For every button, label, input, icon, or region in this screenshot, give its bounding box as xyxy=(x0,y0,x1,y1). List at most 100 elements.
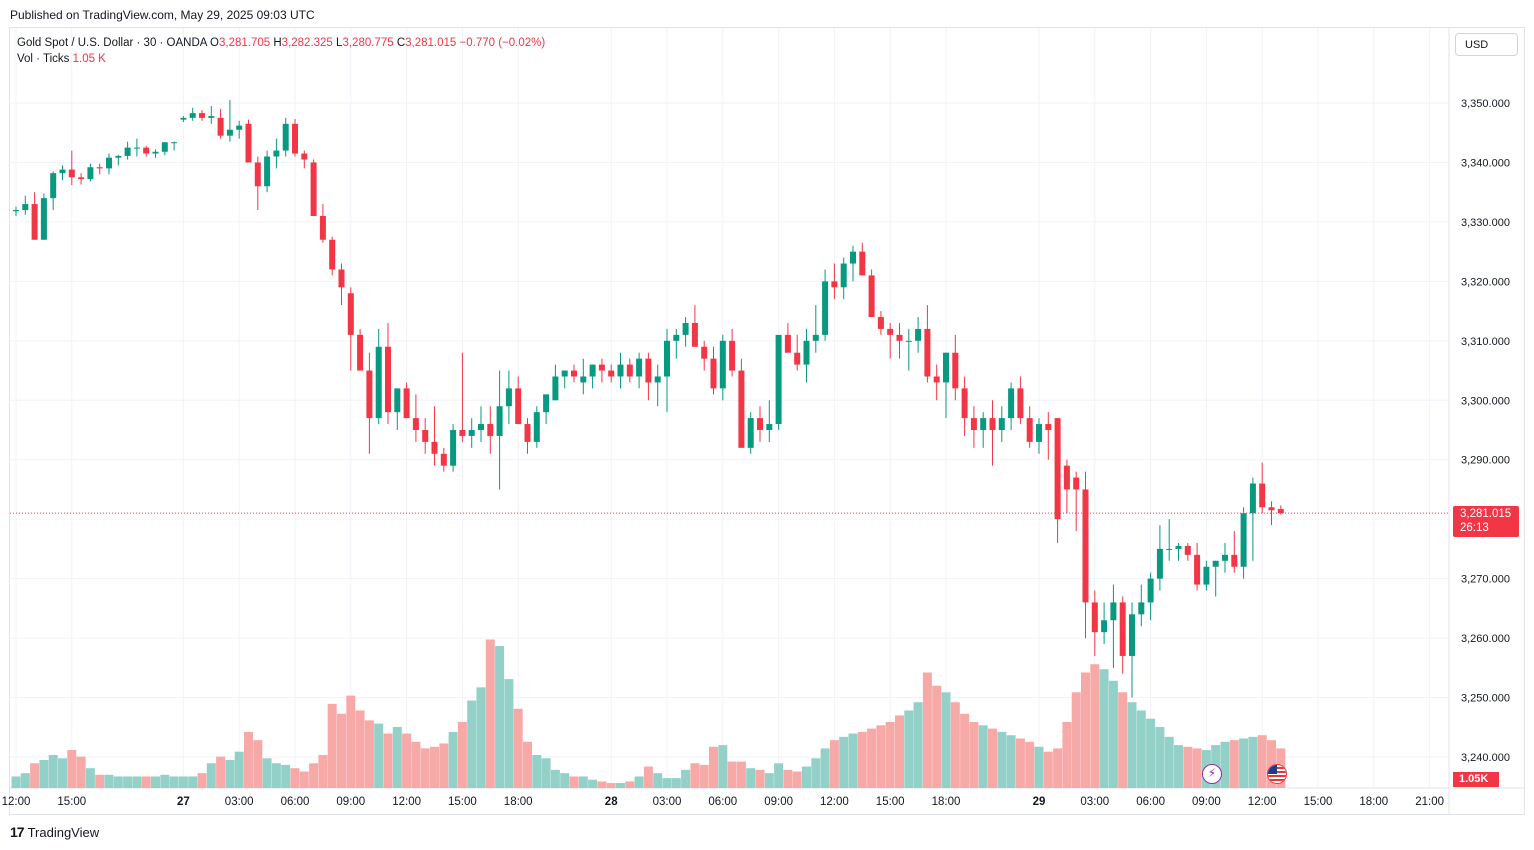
candle-body xyxy=(1091,602,1098,633)
volume-bar xyxy=(671,778,681,788)
volume-bar xyxy=(30,763,40,788)
candle-body xyxy=(784,334,791,353)
candle-body xyxy=(887,328,894,335)
volume-bar xyxy=(550,769,560,788)
candle-body xyxy=(496,406,503,436)
currency-button[interactable]: USD xyxy=(1455,33,1518,56)
volume-bar xyxy=(1090,664,1100,788)
volume-bar xyxy=(160,774,170,788)
volume-bar xyxy=(234,751,244,788)
candle-body xyxy=(561,370,568,377)
x-tick-label: 09:00 xyxy=(764,796,793,808)
price-axis[interactable]: 3,240.000 3,250.000 3,260.000 3,270.000 3,28… xyxy=(1461,98,1510,764)
candle-body xyxy=(1054,418,1061,520)
volume-bar xyxy=(48,755,58,788)
volume-bar xyxy=(960,713,970,788)
candle-body xyxy=(292,123,298,154)
volume-bar xyxy=(625,781,635,788)
candle-body xyxy=(757,418,763,430)
candle-body xyxy=(422,430,429,442)
symbol-name[interactable]: Gold Spot / U.S. Dollar · 30 · OANDA xyxy=(17,37,207,49)
volume-bar xyxy=(811,758,821,788)
candle-body xyxy=(543,394,550,413)
volume-row: Vol · Ticks 1.05 K xyxy=(17,51,545,67)
volume-bar xyxy=(1062,722,1072,788)
candle-body xyxy=(143,147,150,154)
candle-body xyxy=(598,364,605,371)
x-tick-label: 29 xyxy=(1033,796,1046,808)
volume-bar xyxy=(690,763,700,788)
volume-bar xyxy=(448,731,458,788)
candle-body xyxy=(1008,388,1015,419)
candle-body xyxy=(524,424,531,442)
candle-body xyxy=(440,453,447,466)
volume-bar xyxy=(1164,736,1174,788)
volume-bar xyxy=(857,731,867,788)
volume-bar xyxy=(662,778,672,788)
candle-body xyxy=(161,142,168,152)
candle-body xyxy=(254,162,261,187)
x-tick-label: 09:00 xyxy=(336,796,365,808)
candle-body xyxy=(701,346,708,359)
volume-bar xyxy=(1136,710,1146,788)
time-axis[interactable]: 12:00 15:00 27 03:00 06:00 09:00 12:00 15:00 18:… xyxy=(2,796,1444,808)
volume-bar xyxy=(1257,735,1267,788)
candle-body xyxy=(515,388,522,425)
volume-bar xyxy=(1043,751,1053,788)
volume-bar xyxy=(355,710,365,788)
x-tick-label: 28 xyxy=(605,796,618,808)
volume-bar xyxy=(1053,748,1063,788)
volume-bar xyxy=(634,776,644,788)
candle-body xyxy=(375,346,382,419)
high-label: H xyxy=(273,37,282,49)
candle-body xyxy=(385,346,391,413)
candle-body xyxy=(115,155,122,158)
x-tick-label: 06:00 xyxy=(281,796,310,808)
volume-bar xyxy=(206,763,216,788)
candle-body xyxy=(989,418,996,430)
volume-value: 1.05 K xyxy=(72,53,106,65)
volume-bar xyxy=(337,713,346,788)
last-price-tag: 3,281.015 26:13 xyxy=(1453,506,1519,537)
candle-body xyxy=(96,167,103,169)
candle-body xyxy=(40,198,47,240)
volume-bar xyxy=(188,776,198,788)
candle-body xyxy=(13,210,19,212)
candle-body xyxy=(133,147,140,149)
candle-body xyxy=(1277,509,1284,514)
volume-bar xyxy=(922,672,932,788)
volume-bar xyxy=(774,763,784,788)
lightning-icon[interactable]: ⚡ xyxy=(1202,764,1222,784)
candle-body xyxy=(282,123,289,151)
volume-bar xyxy=(495,646,505,788)
volume-bar xyxy=(467,700,477,788)
ohlc-row: Gold Spot / U.S. Dollar · 30 · OANDA O3,… xyxy=(17,35,545,51)
volume-bar xyxy=(792,771,802,788)
volume-bar xyxy=(885,722,895,788)
candle-body xyxy=(106,157,112,169)
candle-body xyxy=(1222,554,1228,561)
tradingview-brand[interactable]: 17 TradingView xyxy=(10,824,99,840)
volume-bar xyxy=(58,758,67,788)
candle-body xyxy=(1129,614,1135,656)
candle-layer xyxy=(13,100,1284,698)
x-tick-label: 06:00 xyxy=(708,796,737,808)
candle-body xyxy=(664,340,670,377)
volume-bar xyxy=(169,776,179,788)
volume-bar xyxy=(820,748,830,788)
volume-bar xyxy=(290,768,300,788)
us-flag-icon[interactable] xyxy=(1267,764,1287,784)
candle-body xyxy=(571,370,577,377)
volume-bar xyxy=(709,746,718,788)
candle-body xyxy=(394,388,401,413)
candle-body xyxy=(617,364,624,377)
volume-bar xyxy=(123,776,133,788)
candle-body xyxy=(338,269,345,288)
x-tick-label: 15:00 xyxy=(57,796,86,808)
volume-label[interactable]: Vol · Ticks xyxy=(17,53,70,65)
candle-body xyxy=(896,334,903,341)
candle-body xyxy=(124,147,131,156)
volume-bar xyxy=(1025,741,1035,788)
candle-body xyxy=(264,156,271,187)
